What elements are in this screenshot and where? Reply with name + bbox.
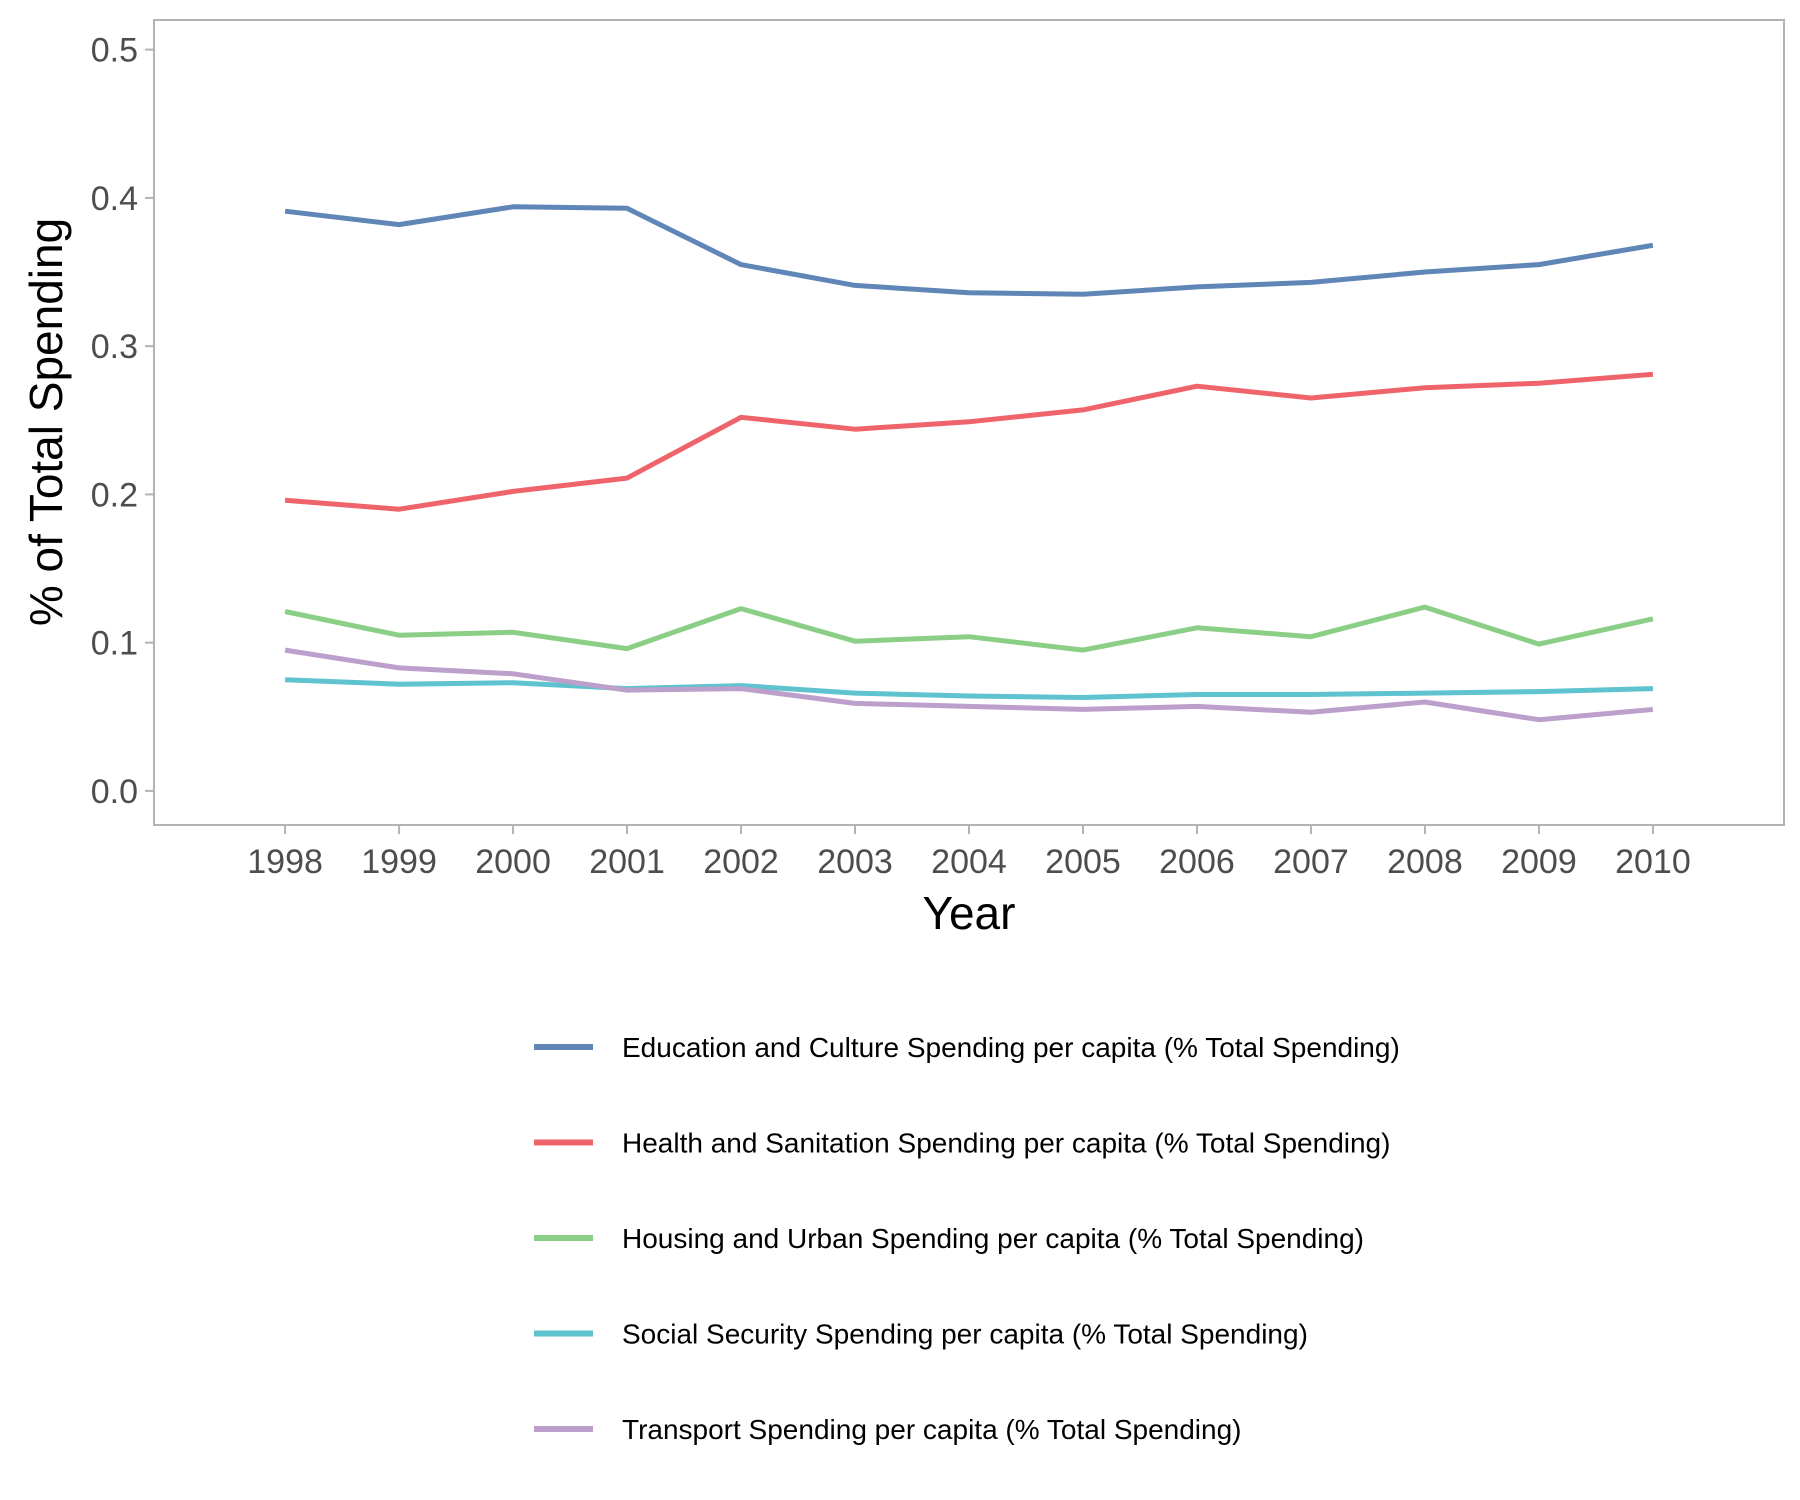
series-line-4	[285, 677, 1653, 700]
x-axis: 1998 1999 2000 2001 2002 2003 2004 2005 2006 2007…	[247, 825, 1691, 881]
series-line-1	[284, 204, 1654, 297]
legend: Education and Culture Spending per capit…	[534, 1032, 1400, 1445]
x-tick-label: 2006	[1159, 843, 1235, 881]
legend-label-3: Housing and Urban Spending per capita (%…	[622, 1223, 1364, 1254]
legend-label-1: Education and Culture Spending per capit…	[622, 1032, 1400, 1063]
x-tick-label: 2000	[475, 843, 551, 881]
legend-label-2: Health and Sanitation Spending per capit…	[622, 1128, 1390, 1159]
y-tick-label: 0.1	[91, 625, 138, 663]
x-tick-label: 2001	[589, 843, 665, 881]
series-line-3	[284, 604, 1654, 653]
x-tick-label: 1998	[247, 843, 323, 881]
x-tick-label: 2003	[817, 843, 893, 881]
legend-label-5: Transport Spending per capita (% Total S…	[622, 1414, 1242, 1445]
y-tick-label: 0.0	[91, 773, 138, 811]
series-line-5	[284, 647, 1654, 723]
x-tick-label: 2009	[1501, 843, 1577, 881]
legend-label-4: Social Security Spending per capita (% T…	[622, 1319, 1308, 1350]
y-axis: 0.0 0.1 0.2 0.3 0.4 0.5	[91, 32, 154, 811]
y-tick-label: 0.3	[91, 328, 138, 366]
x-tick-label: 2007	[1273, 843, 1349, 881]
x-tick-label: 2002	[703, 843, 779, 881]
x-tick-label: 2010	[1615, 843, 1691, 881]
y-axis-title: % of Total Spending	[20, 218, 72, 626]
y-tick-label: 0.2	[91, 476, 138, 514]
x-axis-title: Year	[923, 887, 1016, 939]
y-tick-label: 0.4	[91, 180, 138, 218]
x-tick-label: 2004	[931, 843, 1007, 881]
series-lines	[284, 204, 1654, 723]
x-tick-label: 2005	[1045, 843, 1121, 881]
y-tick-label: 0.5	[91, 32, 138, 70]
x-tick-label: 2008	[1387, 843, 1463, 881]
x-tick-label: 1999	[361, 843, 437, 881]
series-line-2	[284, 371, 1654, 512]
